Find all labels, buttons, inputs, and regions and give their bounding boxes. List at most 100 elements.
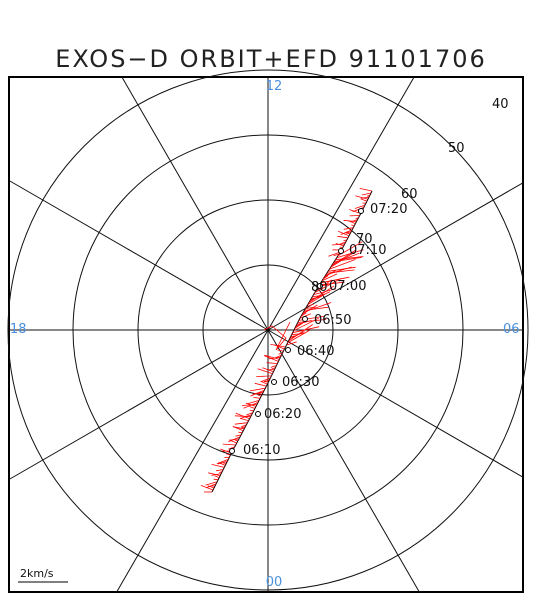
field-vector bbox=[340, 229, 353, 235]
field-vector bbox=[300, 312, 307, 317]
time-ticks bbox=[229, 208, 364, 454]
mlt-spoke-16 bbox=[8, 329, 269, 480]
polar-grid bbox=[7, 69, 529, 593]
field-vector bbox=[361, 196, 369, 199]
field-vector bbox=[360, 198, 368, 202]
field-vector bbox=[211, 464, 225, 468]
field-vector bbox=[336, 249, 364, 259]
field-vector bbox=[351, 224, 355, 227]
field-vector bbox=[208, 472, 221, 476]
mlt-label-12: 12 bbox=[266, 79, 283, 94]
field-vector bbox=[268, 356, 281, 360]
latitude-label-50: 50 bbox=[448, 141, 465, 156]
mlt-label-00: 00 bbox=[266, 575, 283, 590]
field-vector bbox=[243, 402, 259, 409]
field-vector bbox=[328, 266, 356, 272]
time-marker-0640 bbox=[285, 347, 291, 353]
field-vector bbox=[278, 352, 283, 355]
field-vector bbox=[216, 458, 229, 465]
field-vector bbox=[246, 412, 253, 416]
time-marker-0620 bbox=[255, 411, 261, 417]
field-vector bbox=[287, 330, 310, 344]
field-vector bbox=[247, 400, 260, 405]
field-vector bbox=[264, 354, 280, 360]
field-vector bbox=[305, 306, 316, 309]
field-vector bbox=[331, 243, 345, 246]
field-vector bbox=[350, 219, 358, 223]
field-vector bbox=[206, 483, 217, 489]
field-vector bbox=[343, 239, 348, 242]
field-vector bbox=[263, 321, 291, 351]
time-label-0610: 06:10 bbox=[243, 443, 280, 458]
field-vector bbox=[346, 231, 352, 234]
field-vector bbox=[253, 397, 261, 399]
field-vector bbox=[219, 471, 223, 474]
field-vector bbox=[275, 354, 282, 359]
field-vector bbox=[266, 362, 278, 364]
field-vector bbox=[233, 426, 245, 430]
time-label-0650: 06:50 bbox=[314, 313, 351, 328]
field-vector bbox=[288, 324, 313, 342]
field-vector bbox=[339, 241, 346, 245]
field-vector bbox=[257, 394, 262, 397]
field-vector bbox=[240, 414, 252, 419]
field-vector bbox=[250, 389, 265, 397]
field-vector bbox=[240, 424, 247, 428]
field-vector bbox=[320, 276, 350, 284]
field-vector bbox=[292, 326, 320, 334]
field-vector bbox=[238, 431, 243, 434]
field-vector bbox=[335, 256, 364, 261]
plot-title: EXOS−D ORBIT+EFD 91101706 bbox=[55, 45, 487, 73]
time-marker-0720 bbox=[358, 208, 364, 214]
field-vector bbox=[321, 273, 338, 282]
time-label-0630: 06:30 bbox=[282, 375, 319, 390]
field-vector bbox=[277, 349, 284, 352]
mlt-spoke-22 bbox=[121, 76, 269, 331]
field-vector bbox=[211, 473, 222, 476]
field-vector bbox=[234, 422, 248, 425]
field-vector bbox=[239, 417, 249, 422]
field-vector bbox=[361, 192, 372, 196]
field-vector bbox=[270, 365, 277, 368]
field-vector bbox=[308, 285, 335, 303]
time-label-0700: 07:00 bbox=[329, 279, 366, 294]
field-vector bbox=[217, 460, 228, 465]
field-vector bbox=[249, 406, 256, 409]
mlt-spoke-8 bbox=[267, 329, 524, 478]
mlt-label-18: 18 bbox=[10, 322, 27, 337]
field-vector bbox=[290, 335, 297, 338]
field-vector bbox=[355, 195, 369, 200]
field-vector bbox=[319, 281, 345, 286]
field-vector bbox=[291, 333, 305, 336]
latitude-label-40: 40 bbox=[492, 97, 509, 112]
field-vector bbox=[261, 381, 268, 385]
field-vector bbox=[228, 436, 241, 443]
field-vector bbox=[286, 341, 297, 346]
field-vector bbox=[295, 323, 302, 327]
time-label-0710: 07:10 bbox=[349, 243, 386, 258]
mlt-spoke-14 bbox=[116, 329, 269, 593]
field-vector bbox=[333, 253, 340, 257]
field-vector bbox=[331, 249, 356, 266]
mlt-label-06: 06 bbox=[503, 322, 520, 337]
latitude-label-70: 70 bbox=[356, 232, 373, 247]
field-vector bbox=[226, 453, 231, 456]
field-vector bbox=[343, 227, 354, 230]
field-vector bbox=[214, 475, 220, 479]
mlt-spoke-20 bbox=[8, 180, 269, 331]
time-marker-0610 bbox=[229, 448, 235, 454]
field-vector bbox=[312, 295, 322, 297]
time-label-0620: 06:20 bbox=[264, 407, 301, 422]
field-vector bbox=[207, 485, 215, 489]
time-marker-0710 bbox=[338, 248, 344, 254]
field-vector bbox=[343, 219, 357, 222]
field-vector bbox=[306, 303, 314, 307]
field-vector bbox=[256, 375, 272, 377]
field-vector bbox=[355, 217, 359, 220]
field-vector bbox=[326, 269, 355, 274]
field-vector bbox=[329, 259, 356, 270]
field-vector bbox=[297, 319, 327, 323]
field-vector bbox=[313, 288, 337, 295]
field-vector bbox=[307, 293, 326, 305]
scale-label: 2km/s bbox=[20, 567, 54, 580]
